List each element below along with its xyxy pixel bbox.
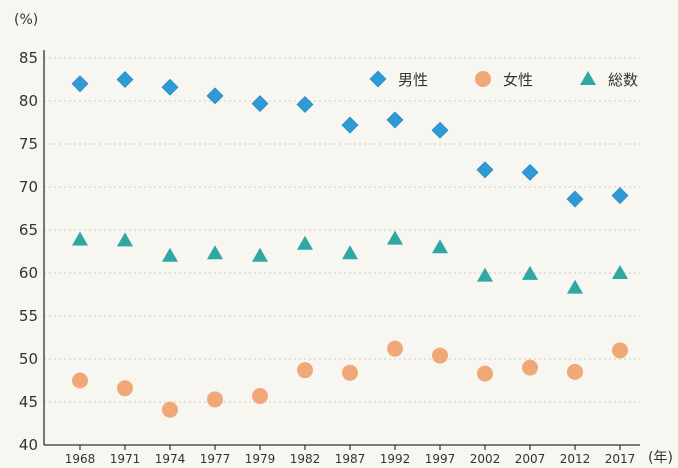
data-point-diamond-2012 — [566, 190, 584, 208]
data-point-triangle-1971 — [117, 232, 133, 247]
data-point-diamond-1992 — [386, 111, 404, 129]
data-point-triangle-2007 — [522, 265, 538, 280]
data-point-triangle-1982 — [297, 235, 313, 250]
data-point-circle-1992 — [387, 340, 403, 357]
data-point-circle-1971 — [117, 380, 133, 397]
legend-label: 総数 — [608, 71, 638, 89]
x-tick-label: 1974 — [155, 452, 186, 466]
data-point-triangle-1968 — [72, 231, 88, 246]
data-point-triangle-1992 — [387, 230, 403, 245]
data-point-circle-1997 — [432, 347, 448, 364]
y-tick-label: 45 — [19, 393, 38, 411]
legend-marker-diamond — [369, 70, 387, 88]
y-tick-label: 55 — [19, 307, 38, 325]
data-point-triangle-2012 — [567, 279, 583, 294]
data-point-diamond-1997 — [431, 121, 449, 139]
x-tick-label: 2002 — [470, 452, 501, 466]
x-tick-label: 1992 — [380, 452, 411, 466]
data-point-diamond-1987 — [341, 116, 359, 134]
x-tick-label: 1987 — [335, 452, 366, 466]
data-point-diamond-1974 — [161, 78, 179, 96]
data-point-circle-2002 — [477, 365, 493, 382]
y-tick-label: 85 — [19, 49, 38, 67]
data-point-circle-2017 — [612, 342, 628, 359]
x-tick-label: 1979 — [245, 452, 276, 466]
legend-label: 男性 — [398, 71, 428, 89]
data-point-circle-1987 — [342, 364, 358, 381]
x-tick-label: 1997 — [425, 452, 456, 466]
data-point-circle-1979 — [252, 387, 268, 404]
data-point-circle-2007 — [522, 359, 538, 376]
y-tick-label: 40 — [19, 436, 38, 454]
data-point-circle-1977 — [207, 391, 223, 408]
y-tick-label: 65 — [19, 221, 38, 239]
data-point-circle-1974 — [162, 401, 178, 418]
x-tick-label: 2012 — [560, 452, 591, 466]
data-point-diamond-2007 — [521, 163, 539, 181]
legend-marker-circle — [475, 71, 491, 87]
data-points — [71, 71, 629, 418]
y-tick-label: 80 — [19, 92, 38, 110]
legend: 男性 女性 総数 — [369, 70, 638, 89]
x-tick-label: 1971 — [110, 452, 141, 466]
grid-lines — [44, 57, 640, 403]
y-tick-label: 70 — [19, 178, 38, 196]
data-point-diamond-2002 — [476, 161, 494, 179]
data-point-triangle-1997 — [432, 239, 448, 254]
x-tick-label: 1968 — [65, 452, 96, 466]
x-tick-label: 1977 — [200, 452, 231, 466]
data-point-triangle-1987 — [342, 245, 358, 260]
data-point-triangle-1979 — [252, 247, 268, 262]
legend-marker-triangle — [580, 71, 596, 85]
x-tick-label: 1982 — [290, 452, 321, 466]
data-point-triangle-1977 — [207, 245, 223, 260]
data-point-diamond-2017 — [611, 187, 629, 205]
data-point-diamond-1968 — [71, 75, 89, 93]
axes — [43, 50, 640, 450]
data-point-diamond-1977 — [206, 87, 224, 105]
legend-label: 女性 — [503, 71, 533, 89]
tick-labels: 40 45 50 55 60 65 70 75 80 85 1968 1971 1974 1977 1979… — [19, 49, 635, 466]
y-unit-label: (%) — [14, 12, 38, 28]
data-point-diamond-1979 — [251, 95, 269, 113]
data-point-diamond-1971 — [116, 71, 134, 88]
data-point-diamond-1982 — [296, 96, 314, 113]
x-tick-label: 2007 — [515, 452, 546, 466]
data-point-triangle-2017 — [612, 265, 628, 279]
data-point-triangle-1974 — [162, 247, 178, 262]
y-tick-label: 75 — [19, 135, 38, 153]
y-tick-label: 50 — [19, 350, 38, 368]
data-point-triangle-2002 — [477, 267, 493, 282]
y-tick-label: 60 — [19, 264, 38, 282]
x-tick-label: 2017 — [605, 452, 636, 466]
data-point-circle-2012 — [567, 363, 583, 380]
x-unit-label: (年) — [648, 450, 673, 466]
data-point-circle-1968 — [72, 372, 88, 389]
data-point-circle-1982 — [297, 362, 313, 379]
